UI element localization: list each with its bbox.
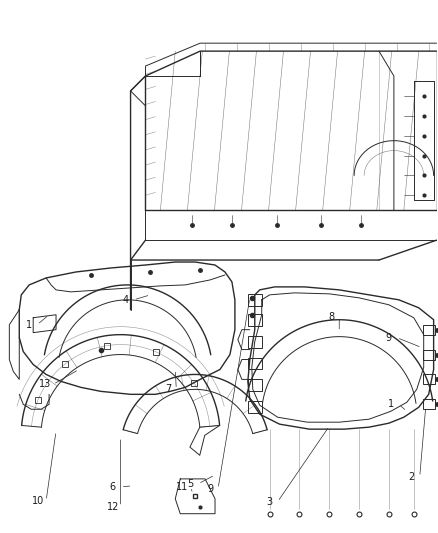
Text: 13: 13 <box>39 379 51 390</box>
Bar <box>423 399 434 409</box>
Bar <box>423 350 434 360</box>
Text: 1: 1 <box>26 320 32 330</box>
Bar <box>62 361 68 367</box>
Text: 1: 1 <box>388 399 394 409</box>
Text: 4: 4 <box>123 295 129 305</box>
Bar <box>248 379 262 391</box>
Bar <box>248 294 262 306</box>
Bar <box>35 397 41 403</box>
Text: 7: 7 <box>165 384 171 394</box>
Text: 2: 2 <box>409 472 415 482</box>
Bar <box>248 358 262 369</box>
Text: 9: 9 <box>207 484 213 494</box>
Bar <box>248 401 262 413</box>
Text: 3: 3 <box>267 497 273 507</box>
Text: 11: 11 <box>176 482 188 492</box>
Bar <box>191 381 197 386</box>
Text: 9: 9 <box>386 333 392 343</box>
Bar <box>104 343 110 349</box>
Text: 12: 12 <box>106 502 119 512</box>
Bar <box>423 375 434 384</box>
Bar <box>423 325 434 335</box>
Text: 6: 6 <box>110 482 116 492</box>
Text: 5: 5 <box>187 479 193 489</box>
Text: 8: 8 <box>328 312 334 322</box>
Bar <box>248 314 262 326</box>
Text: 10: 10 <box>32 496 44 506</box>
Bar <box>153 349 159 355</box>
Bar <box>248 336 262 348</box>
